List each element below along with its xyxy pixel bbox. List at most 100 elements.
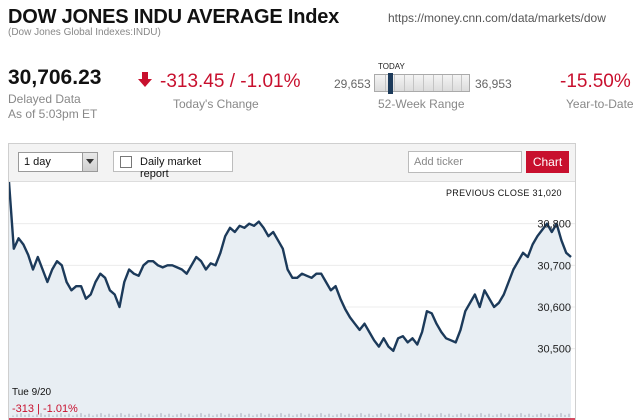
volume-bar [260, 413, 262, 417]
period-select[interactable]: 1 day [18, 152, 98, 172]
volume-bar [352, 415, 354, 417]
volume-bar [500, 413, 502, 417]
volume-bar [544, 414, 546, 417]
volume-bar [388, 413, 390, 417]
volume-bar [416, 414, 418, 417]
range-tick [394, 75, 396, 91]
volume-bar [156, 414, 158, 417]
volume-bar [272, 415, 274, 417]
volume-bar [340, 413, 342, 417]
footer-date: Tue 9/20 [12, 387, 52, 398]
volume-bar [496, 414, 498, 417]
week-range-bar [374, 73, 470, 94]
volume-bar [280, 413, 282, 417]
volume-bar [420, 413, 422, 417]
volume-bar [296, 414, 298, 417]
volume-bar [204, 414, 206, 417]
daily-market-report-label: Daily market report [140, 156, 202, 180]
volume-bar [408, 413, 410, 417]
volume-bar [240, 413, 242, 417]
volume-bar [40, 413, 42, 417]
volume-bar [380, 413, 382, 417]
volume-bar [364, 414, 366, 417]
volume-bar [288, 413, 290, 417]
range-marker [388, 73, 394, 94]
daily-market-report-button[interactable]: Daily market report [113, 151, 233, 180]
volume-bar [264, 414, 266, 417]
volume-bar [228, 413, 230, 417]
volume-bar [460, 413, 462, 417]
todays-change-label: Today's Change [173, 97, 259, 111]
volume-bar [152, 415, 154, 417]
volume-bar [384, 414, 386, 417]
volume-bar [320, 413, 322, 417]
range-tick [432, 75, 434, 91]
volume-bar [48, 413, 50, 417]
volume-bar [80, 413, 82, 417]
price-area [9, 182, 571, 420]
y-tick-label: 30,600 [537, 302, 571, 314]
volume-bar [556, 414, 558, 417]
volume-bar [304, 414, 306, 417]
volume-bar [192, 415, 194, 417]
volume-bar [300, 413, 302, 417]
volume-bar [548, 413, 550, 417]
volume-bar [532, 415, 534, 417]
volume-bar [116, 414, 118, 417]
volume-bar [248, 413, 250, 417]
volume-bar [68, 413, 70, 417]
volume-bar [20, 413, 22, 417]
y-tick-label: 30,500 [537, 344, 571, 356]
checkbox-icon[interactable] [120, 156, 132, 168]
volume-bar [52, 415, 54, 417]
volume-bar [284, 414, 286, 417]
volume-bar [132, 415, 134, 417]
volume-bar [536, 414, 538, 417]
volume-bar [372, 415, 374, 417]
volume-bar [488, 413, 490, 417]
volume-bar [244, 414, 246, 417]
page-url[interactable]: https://money.cnn.com/data/markets/dow [388, 11, 606, 25]
add-ticker-input[interactable] [408, 151, 522, 173]
volume-bar [404, 414, 406, 417]
page-subtitle: (Dow Jones Global Indexes:INDU) [8, 27, 161, 38]
volume-bar [424, 414, 426, 417]
volume-bar [188, 413, 190, 417]
chart-panel: 1 day Daily market report Chart 30,500 30… [8, 143, 576, 420]
range-tick [413, 75, 415, 91]
price-line [9, 182, 572, 352]
volume-bar [56, 414, 58, 417]
volume-bar [516, 414, 518, 417]
volume-bar [184, 414, 186, 417]
volume-bar [428, 413, 430, 417]
volume-bar [168, 413, 170, 417]
chevron-down-icon[interactable] [82, 153, 97, 171]
volume-bar [216, 414, 218, 417]
volume-bar [316, 414, 318, 417]
chart-button[interactable]: Chart [526, 151, 569, 173]
volume-bar [224, 414, 226, 417]
volume-bar [524, 414, 526, 417]
volume-bar [328, 413, 330, 417]
volume-bar [512, 415, 514, 417]
todays-change-value: -313.45 / -1.01% [160, 71, 301, 92]
volume-bar [560, 413, 562, 417]
volume-bar [200, 413, 202, 417]
volume-bar [44, 414, 46, 417]
volume-bar [28, 413, 30, 417]
volume-bar [104, 414, 106, 417]
range-tick [461, 75, 463, 91]
volume-bar [400, 413, 402, 417]
volume-bar [16, 414, 18, 417]
volume-bar [432, 415, 434, 417]
volume-bar [236, 414, 238, 417]
volume-bar [92, 415, 94, 417]
volume-bar [360, 413, 362, 417]
volume-bar [332, 415, 334, 417]
volume-bar [564, 414, 566, 417]
volume-bar [96, 414, 98, 417]
volume-bar [12, 415, 14, 417]
volume-bar [568, 413, 570, 417]
volume-bar [472, 415, 474, 417]
volume-bar [444, 414, 446, 417]
